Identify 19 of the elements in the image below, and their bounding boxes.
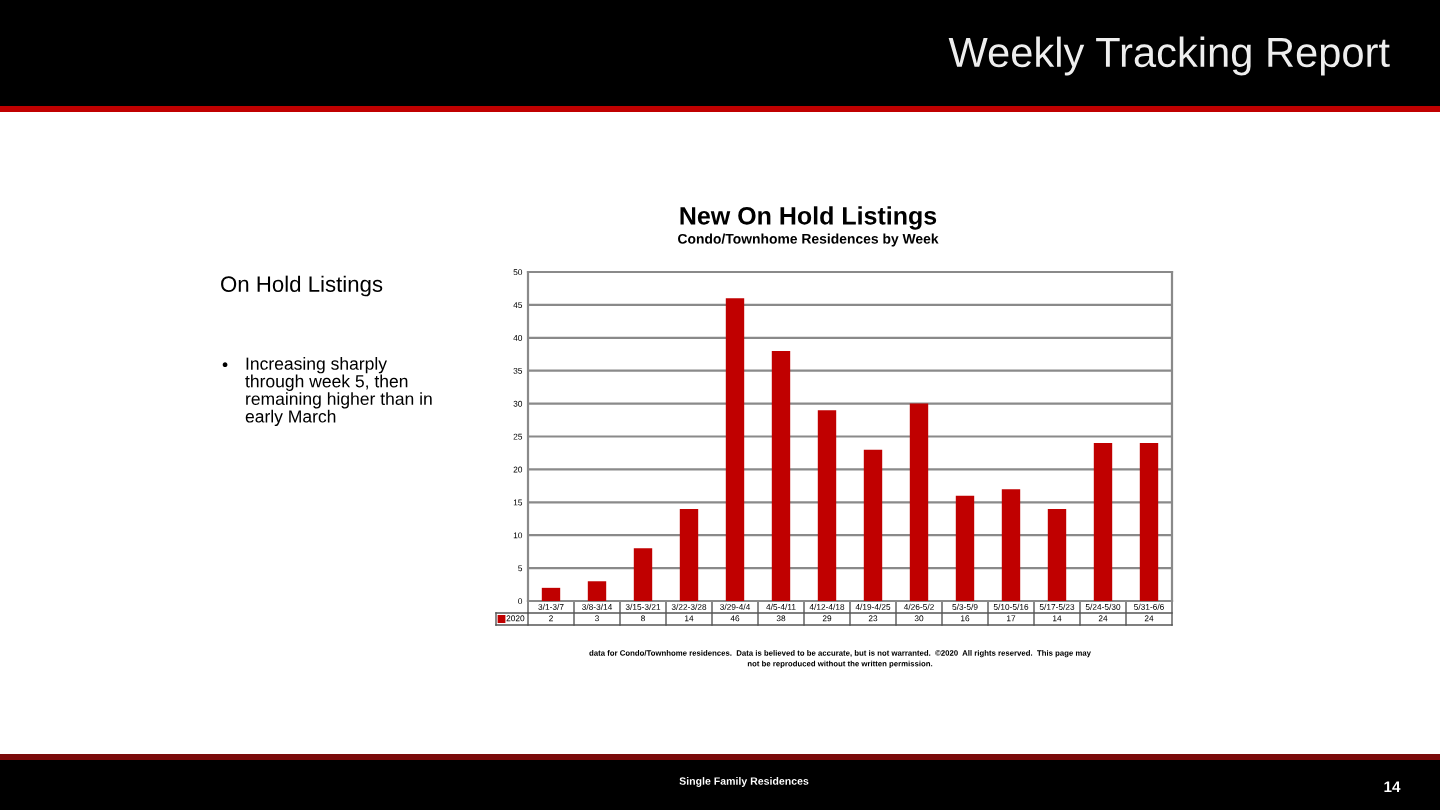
bar bbox=[633, 548, 653, 601]
bar bbox=[587, 581, 607, 601]
bar bbox=[955, 495, 975, 601]
text: Weekly Tracking Report bbox=[948, 36, 1390, 76]
text: Increasing sharply through week 5, then remaining higher than in early March bbox=[245, 357, 432, 427]
bar bbox=[1139, 443, 1159, 601]
bar bbox=[817, 410, 837, 601]
bar bbox=[541, 587, 561, 601]
bar bbox=[1047, 508, 1067, 601]
chart-title: New On Hold Listings bbox=[680, 206, 937, 230]
bar bbox=[909, 403, 929, 601]
text: On Hold Listings bbox=[221, 275, 383, 297]
bar bbox=[725, 298, 745, 601]
bar bbox=[679, 508, 699, 601]
bar bbox=[1001, 489, 1021, 601]
bar bbox=[771, 350, 791, 601]
text: • bbox=[222, 362, 228, 368]
bar bbox=[863, 449, 883, 601]
bar bbox=[1093, 443, 1113, 601]
